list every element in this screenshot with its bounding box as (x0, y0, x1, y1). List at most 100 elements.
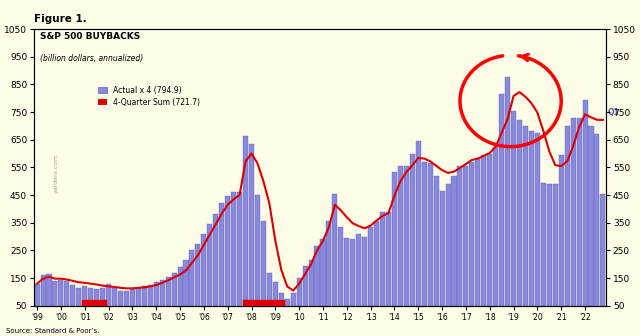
Bar (291, 293, 296, 320)
Bar (237, 192, 242, 320)
Bar (476, 159, 481, 320)
Bar (213, 214, 218, 320)
Bar (219, 203, 224, 320)
Bar (541, 183, 546, 320)
Text: S&P 500 BUYBACKS: S&P 500 BUYBACKS (40, 32, 140, 41)
Bar (279, 293, 284, 320)
Bar (314, 246, 319, 320)
Bar (529, 131, 534, 320)
Bar (547, 184, 552, 320)
Bar (481, 155, 486, 320)
Bar (600, 194, 605, 320)
Bar (202, 234, 206, 320)
Bar (410, 154, 415, 320)
Bar (553, 184, 558, 320)
Bar (296, 278, 301, 320)
Bar (493, 146, 498, 320)
Bar (440, 191, 445, 320)
Bar (88, 288, 93, 320)
Bar (249, 144, 254, 320)
Bar (303, 266, 308, 320)
Bar (428, 163, 433, 320)
Bar (392, 172, 397, 320)
Bar (142, 286, 147, 320)
Bar (469, 162, 474, 320)
Bar (339, 227, 344, 320)
Bar (130, 289, 135, 320)
Bar (517, 120, 522, 320)
Bar (487, 154, 492, 320)
Bar (177, 267, 182, 320)
Bar (321, 239, 326, 320)
Bar (189, 250, 195, 320)
Text: Q1: Q1 (607, 108, 620, 117)
Bar (564, 126, 570, 320)
Bar (159, 280, 164, 320)
Bar (350, 239, 355, 320)
Bar (416, 141, 421, 320)
Bar (535, 133, 540, 320)
Text: Source: Standard & Poor’s.: Source: Standard & Poor’s. (6, 328, 100, 334)
Bar (267, 272, 272, 320)
Bar (434, 176, 438, 320)
Bar (332, 194, 337, 320)
Bar (344, 238, 349, 320)
Bar (65, 281, 69, 320)
Bar (76, 288, 81, 320)
Text: yardeni.com: yardeni.com (53, 153, 58, 193)
Bar (559, 155, 564, 320)
Bar (511, 111, 516, 320)
Bar (445, 184, 451, 320)
Bar (463, 166, 468, 320)
Legend: Actual x 4 (794.9), 4-Quarter Sum (721.7): Actual x 4 (794.9), 4-Quarter Sum (721.7… (95, 83, 204, 110)
Bar (308, 260, 314, 320)
Bar (458, 166, 463, 320)
Bar (154, 282, 159, 320)
Bar (70, 285, 76, 320)
Bar (207, 224, 212, 320)
Bar (35, 284, 40, 320)
Bar (47, 274, 52, 320)
Bar (577, 118, 582, 320)
Bar (94, 289, 99, 320)
Text: (billion dollars, annualized): (billion dollars, annualized) (40, 54, 143, 63)
Bar (106, 284, 111, 320)
Bar (362, 237, 367, 320)
Bar (243, 135, 248, 320)
Bar (326, 221, 332, 320)
Bar (285, 299, 290, 320)
Bar (499, 94, 504, 320)
Bar (595, 134, 600, 320)
Bar (273, 282, 278, 320)
Bar (255, 195, 260, 320)
Bar (404, 166, 409, 320)
Bar (100, 288, 105, 320)
Bar (386, 212, 391, 320)
Bar (368, 227, 373, 320)
Bar (184, 260, 189, 320)
Bar (380, 212, 385, 320)
Bar (58, 280, 63, 320)
Bar (523, 126, 528, 320)
Bar (505, 77, 510, 320)
Bar (148, 285, 153, 320)
Bar (195, 244, 200, 320)
Bar (356, 234, 361, 320)
Bar (118, 291, 123, 320)
Bar (398, 166, 403, 320)
Bar (136, 288, 141, 320)
Bar (40, 276, 45, 320)
Bar (112, 288, 117, 320)
Bar (52, 281, 58, 320)
Bar (231, 192, 236, 320)
Bar (451, 176, 456, 320)
Bar (571, 118, 575, 320)
Bar (374, 221, 379, 320)
Bar (124, 291, 129, 320)
Bar (225, 197, 230, 320)
Bar (261, 221, 266, 320)
Bar (582, 99, 588, 320)
Text: Figure 1.: Figure 1. (34, 14, 87, 24)
Bar (166, 277, 171, 320)
Bar (172, 272, 177, 320)
